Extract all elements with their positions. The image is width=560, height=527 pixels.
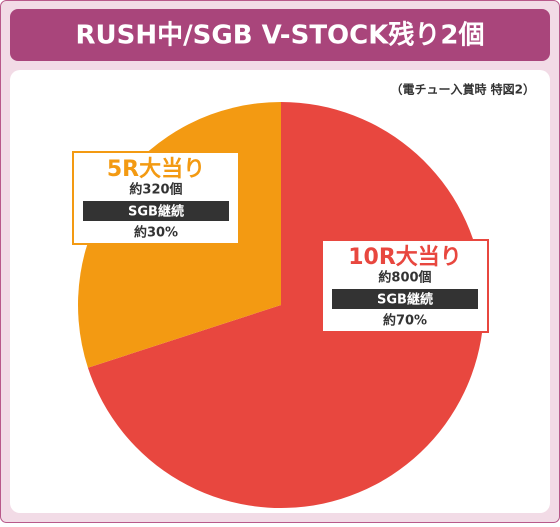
note-bar	[83, 201, 229, 221]
chart-subtitle: （電チュー入賞時 特図2）	[390, 82, 535, 97]
chart-title: RUSH中/SGB V-STOCK残り2個	[76, 21, 485, 51]
label-box	[72, 151, 240, 245]
title-bar	[10, 9, 550, 61]
amount-label: 約320個	[129, 182, 182, 198]
slice-label: 5R大当り	[107, 157, 205, 182]
slice-label: 10R大当り	[348, 245, 462, 270]
label-box	[321, 239, 489, 333]
note-label: SGB継続	[377, 292, 433, 308]
value-label: 約30%	[134, 225, 178, 241]
note-bar	[332, 289, 478, 309]
amount-label: 約800個	[378, 270, 431, 286]
pie-slice	[87, 102, 485, 508]
note-label: SGB継続	[128, 204, 184, 220]
value-label: 約70%	[383, 313, 427, 329]
